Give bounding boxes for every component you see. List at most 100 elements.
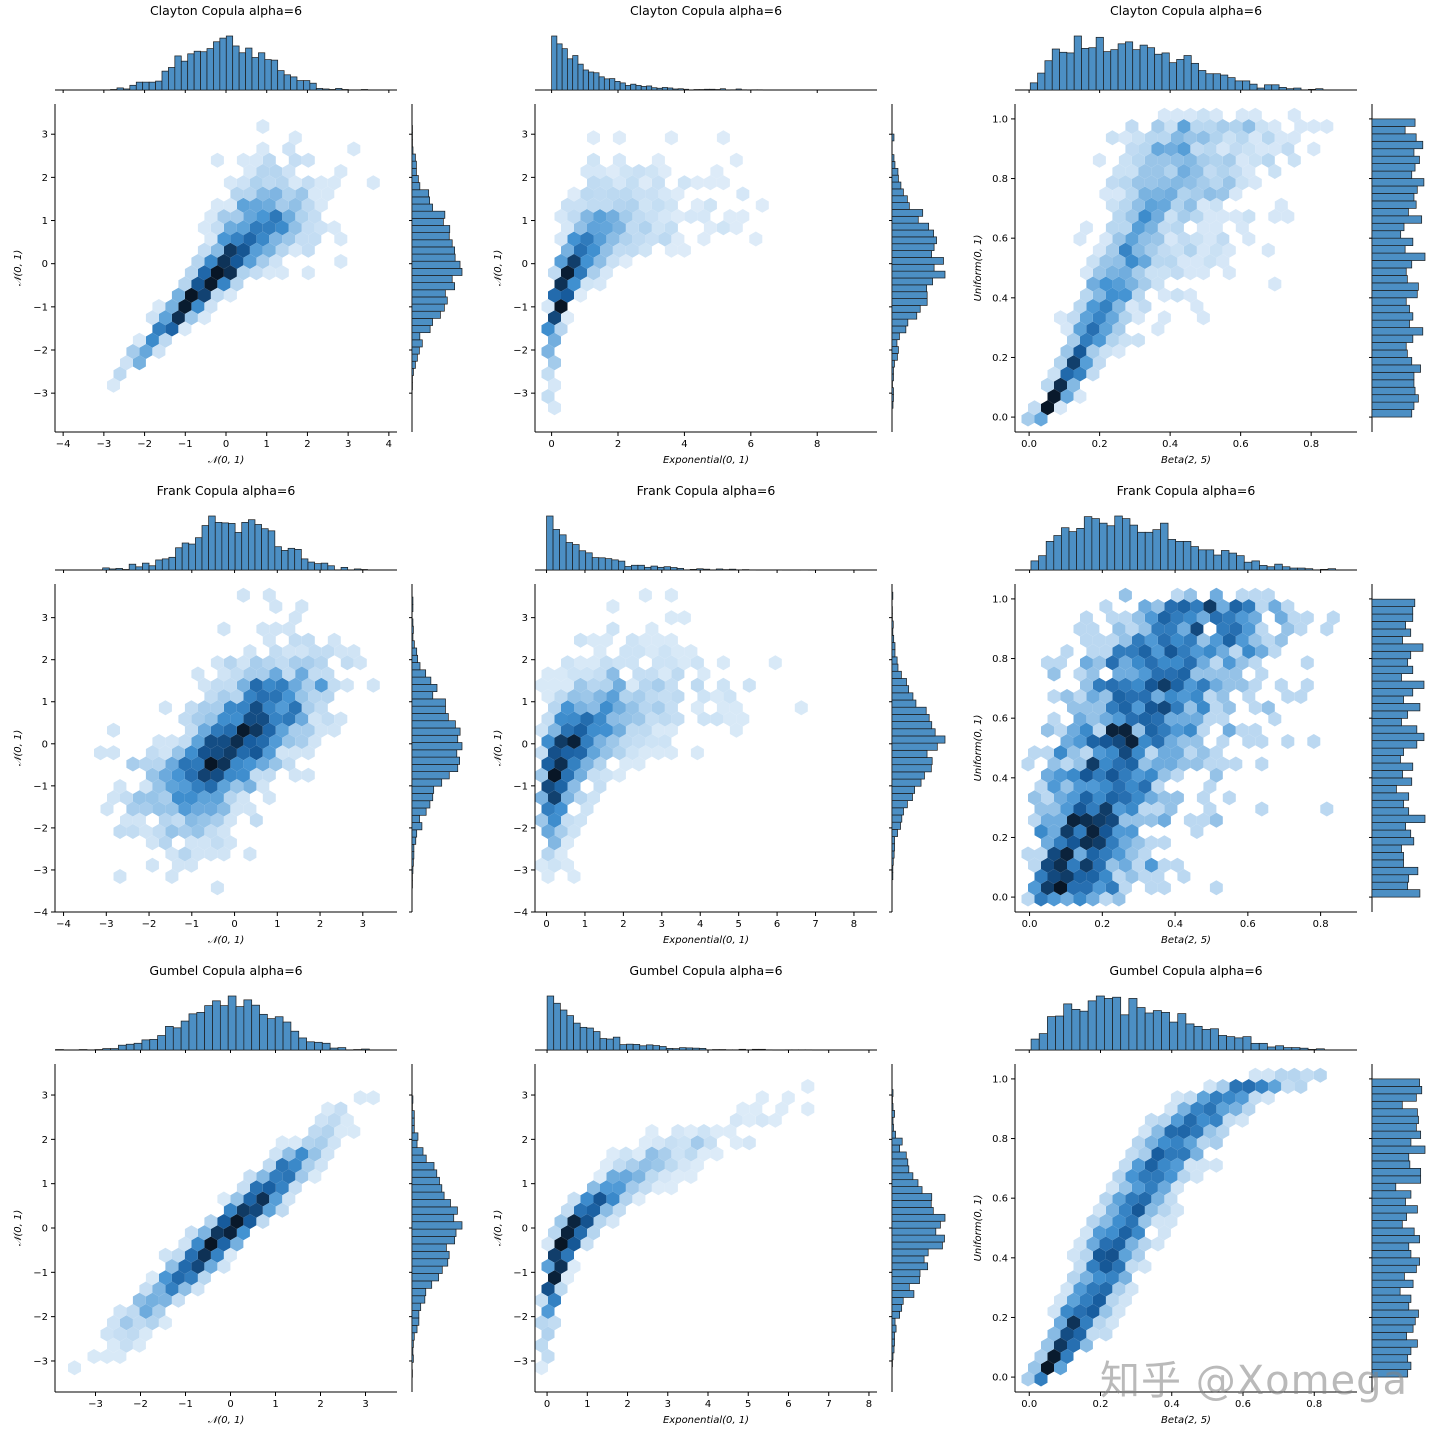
hexbin-cell — [1092, 767, 1106, 783]
marginal-y-bar — [411, 1354, 414, 1363]
hexbin-cell — [593, 1214, 607, 1229]
hexbin-cell — [1177, 869, 1191, 884]
marginal-x-bar — [652, 1045, 660, 1051]
x-tick-label: 0.4 — [1162, 439, 1178, 450]
hexbin-cell — [1021, 411, 1035, 427]
hexbin-cell — [282, 756, 296, 772]
marginal-y-bar — [891, 270, 946, 279]
hexbin-cell — [1229, 756, 1243, 772]
hexbin-cell — [1118, 1247, 1132, 1263]
marginal-x-bar — [337, 1047, 347, 1051]
hexbin-cell — [1054, 1292, 1067, 1308]
hexbin-cell — [210, 790, 224, 806]
hexbin-cell — [1196, 220, 1210, 236]
hexbin-cell — [1105, 880, 1119, 896]
marginal-x-bar — [1291, 1047, 1301, 1051]
hexbin-cell — [716, 655, 730, 671]
hexbin-cell — [217, 621, 231, 637]
hexbin-cell — [1105, 1315, 1119, 1331]
marginal-y-bar — [1371, 1100, 1403, 1110]
marginal-x-bar — [1307, 1049, 1317, 1051]
hexbin-cell — [1183, 1135, 1197, 1151]
hexbin-cell — [619, 734, 633, 749]
marginal-x-bar — [676, 567, 684, 571]
hexbin-cell — [230, 1214, 244, 1229]
marginal-x-bar — [248, 519, 256, 571]
hexbin-cell — [1060, 734, 1074, 749]
marginal-y-bar — [891, 714, 930, 722]
marginal-y-bar — [1371, 1235, 1420, 1244]
hexbin-cell — [1131, 1135, 1145, 1151]
hexbin-cell — [567, 711, 581, 727]
hexbin-cell — [684, 1146, 698, 1162]
hexbin-cell — [249, 242, 263, 258]
hexbin-cell — [1209, 812, 1223, 828]
marginal-y-bar — [891, 1262, 929, 1271]
hexbin-cell — [541, 1326, 555, 1342]
hexbin-cell — [1118, 767, 1132, 783]
marginal-y-bar — [411, 353, 418, 362]
hexbin-cell — [1281, 599, 1295, 614]
marginal-y-bar — [411, 858, 414, 867]
marginal-x-bar — [187, 53, 195, 91]
hexbin-cell — [191, 1259, 205, 1274]
marginal-y-bar — [1371, 364, 1421, 373]
hexbin-cell — [262, 152, 276, 168]
marginal-y-bar — [411, 684, 438, 692]
marginal-y-bar — [891, 749, 928, 758]
hexbin-cell — [217, 779, 231, 794]
hexbin-cell — [87, 1349, 101, 1364]
hexbin-cell — [288, 242, 302, 258]
hexbin-cell — [645, 164, 659, 179]
hexbin-cell — [230, 779, 244, 794]
marginal-y-bar — [411, 1347, 414, 1356]
marginal-x-bar — [1201, 1029, 1211, 1051]
marginal-x-bar — [1266, 566, 1276, 571]
marginal-y-bar — [891, 222, 930, 231]
hexbin-cell — [178, 1259, 192, 1274]
hexbin-cell — [1067, 812, 1080, 828]
hexbin-cell — [658, 1146, 672, 1162]
hexbin-cell — [171, 1270, 185, 1286]
hexbin-cell — [191, 824, 205, 839]
marginal-y-bar — [891, 829, 898, 837]
marginal-x-bar — [135, 566, 143, 571]
hexbin-cell — [625, 655, 639, 671]
marginal-y-bar — [411, 851, 415, 860]
hexbin-cell — [1112, 846, 1126, 862]
marginal-x-bar — [287, 547, 296, 571]
hexbin-cell — [1034, 779, 1048, 794]
marginal-y-bar — [891, 821, 901, 830]
marginal-y-bar — [411, 175, 419, 183]
marginal-y-bar — [411, 325, 431, 334]
hexbin-cell — [1209, 197, 1223, 213]
hexbin-cell — [1099, 756, 1113, 772]
hexbin-cell — [1190, 1146, 1204, 1162]
hexbin-cell — [554, 1259, 568, 1274]
hexbin-cell — [165, 1259, 179, 1274]
marginal-y-bar — [411, 771, 450, 780]
hexbin-cell — [612, 175, 626, 191]
hexbin-cell — [321, 1146, 335, 1162]
hexbin-cell — [1170, 265, 1184, 281]
marginal-y-bar — [891, 1255, 925, 1264]
hexbin-cell — [217, 711, 231, 727]
hexbin-cell — [697, 209, 711, 224]
hexbin-cell — [1313, 1067, 1327, 1083]
marginal-y-bar — [1371, 710, 1409, 719]
marginal-x-bar — [1226, 1036, 1236, 1051]
hexbin-cell — [1151, 164, 1165, 179]
hexbin-cell — [145, 745, 159, 761]
hexbin-cell — [178, 779, 192, 794]
marginal-y-bar — [411, 1295, 426, 1304]
hexbin-cell — [1105, 632, 1119, 648]
hexbin-cell — [554, 846, 568, 862]
hexbin-cell — [210, 287, 224, 303]
hexbin-cell — [152, 801, 166, 817]
marginal-y-bar — [1371, 357, 1413, 366]
hexbin-cell — [230, 711, 244, 727]
hexbin-cell — [1196, 677, 1210, 693]
marginal-y-bar — [891, 305, 921, 313]
hexbin-cell — [1073, 344, 1087, 359]
hexbin-cell — [1060, 389, 1074, 404]
